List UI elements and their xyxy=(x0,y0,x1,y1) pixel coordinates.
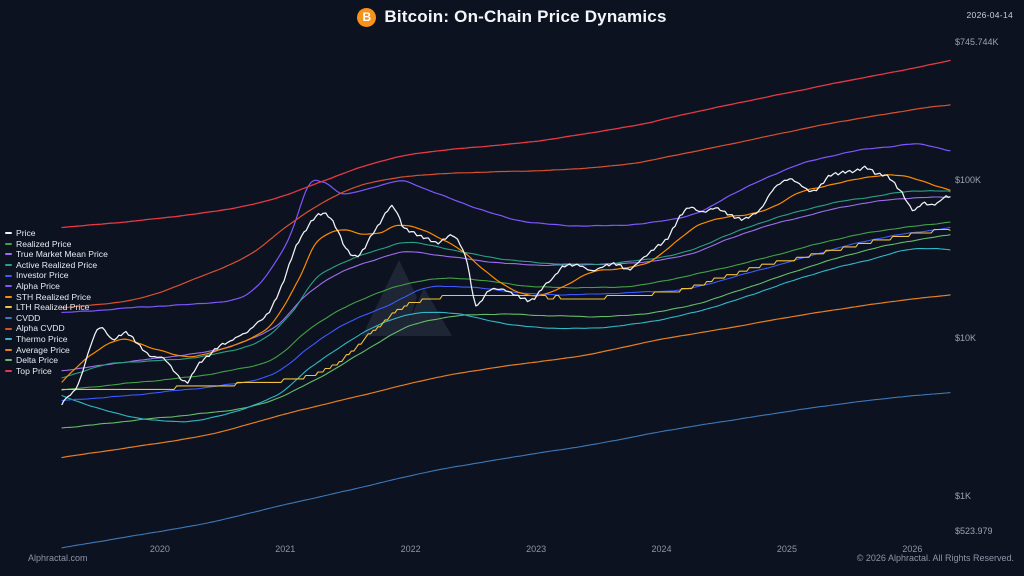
series-line-true-market-mean-price xyxy=(61,196,951,372)
legend-swatch-sth-realized-price xyxy=(5,295,12,298)
x-axis-label-2021: 2021 xyxy=(275,544,296,554)
legend-label: STH Realized Price xyxy=(16,291,91,302)
legend-swatch-alpha-cvdd xyxy=(5,327,12,330)
legend-swatch-average-price xyxy=(5,348,12,351)
copyright-text: © 2026 Alphractal. All Rights Reserved. xyxy=(856,553,1014,563)
legend-swatch-cvdd xyxy=(5,317,12,320)
legend-item-delta-price[interactable]: Delta Price xyxy=(5,355,108,366)
legend-label: Alpha CVDD xyxy=(16,323,65,334)
legend-swatch-investor-price xyxy=(5,274,12,277)
legend-label: Price xyxy=(16,228,36,238)
legend-item-lth-realized-price[interactable]: LTH Realized Price xyxy=(5,302,108,313)
legend-item-active-realized-price[interactable]: Active Realized Price xyxy=(5,260,108,271)
x-axis-label-2026: 2026 xyxy=(902,544,923,554)
page-title: Bitcoin: On-Chain Price Dynamics xyxy=(384,7,667,26)
x-axis-label-2023: 2023 xyxy=(526,544,547,554)
legend-item-price[interactable]: Price xyxy=(5,228,108,239)
y-axis-label: $10K xyxy=(955,332,977,343)
legend-label: Thermo Price xyxy=(16,333,68,344)
legend-item-cvdd[interactable]: CVDD xyxy=(5,313,108,324)
series-line-price xyxy=(61,165,951,406)
legend-label: Top Price xyxy=(16,365,52,376)
legend-swatch-realized-price xyxy=(5,242,12,245)
legend-label: Average Price xyxy=(16,344,70,355)
series-line-sth-realized-price xyxy=(61,174,951,383)
legend-label: True Market Mean Price xyxy=(16,249,108,260)
chart-header: B Bitcoin: On-Chain Price Dynamics xyxy=(0,7,1024,27)
legend-swatch-thermo-price xyxy=(5,338,12,341)
legend-item-thermo-price[interactable]: Thermo Price xyxy=(5,334,108,345)
legend-swatch-true-market-mean-price xyxy=(5,253,12,256)
y-axis-label: $523.979 xyxy=(955,526,993,536)
legend-item-realized-price[interactable]: Realized Price xyxy=(5,239,108,250)
y-axis-label: $1K xyxy=(955,490,972,501)
bitcoin-icon: B xyxy=(357,7,377,27)
x-axis-label-2020: 2020 xyxy=(149,544,170,554)
legend-label: Realized Price xyxy=(16,238,72,249)
legend-item-investor-price[interactable]: Investor Price xyxy=(5,270,108,281)
legend-swatch-price xyxy=(5,232,12,235)
date-label: 2026-04-14 xyxy=(966,10,1013,20)
legend-item-top-price[interactable]: Top Price xyxy=(5,366,108,377)
y-axis-label: $745.744K xyxy=(955,37,999,47)
series-line-average-price xyxy=(61,294,951,459)
legend-label: LTH Realized Price xyxy=(16,302,90,313)
series-line-thermo-price xyxy=(61,247,951,423)
series-line-alpha-price xyxy=(61,143,951,314)
legend-item-true-market-mean-price[interactable]: True Market Mean Price xyxy=(5,249,108,260)
legend-label: Delta Price xyxy=(16,355,59,366)
legend-label: CVDD xyxy=(16,312,41,323)
x-axis-label-2025: 2025 xyxy=(776,544,797,554)
series-line-lth-realized-price xyxy=(61,228,951,390)
series-line-active-realized-price xyxy=(61,190,951,379)
series-line-realized-price xyxy=(61,221,951,391)
legend-label: Active Realized Price xyxy=(16,259,98,270)
legend-item-sth-realized-price[interactable]: STH Realized Price xyxy=(5,292,108,303)
legend-label: Investor Price xyxy=(16,270,69,281)
x-axis-label-2022: 2022 xyxy=(400,544,421,554)
legend-swatch-alpha-price xyxy=(5,285,12,288)
x-axis-label-2024: 2024 xyxy=(651,544,672,554)
legend: Price Realized Price True Market Mean Pric… xyxy=(5,228,108,376)
legend-label: Alpha Price xyxy=(16,280,60,291)
legend-swatch-delta-price xyxy=(5,359,12,362)
legend-swatch-active-realized-price xyxy=(5,264,12,267)
series-line-top-price xyxy=(61,59,951,229)
legend-item-average-price[interactable]: Average Price xyxy=(5,345,108,356)
legend-swatch-lth-realized-price xyxy=(5,306,12,309)
series-line-cvdd xyxy=(61,392,951,549)
series-line-delta-price xyxy=(61,234,951,429)
site-link[interactable]: Alphractal.com xyxy=(28,553,88,563)
legend-item-alpha-cvdd[interactable]: Alpha CVDD xyxy=(5,323,108,334)
legend-item-alpha-price[interactable]: Alpha Price xyxy=(5,281,108,292)
series-line-alpha-cvdd xyxy=(61,104,951,309)
legend-swatch-top-price xyxy=(5,370,12,373)
watermark-logo xyxy=(362,260,452,336)
y-axis-label: $100K xyxy=(955,174,982,185)
